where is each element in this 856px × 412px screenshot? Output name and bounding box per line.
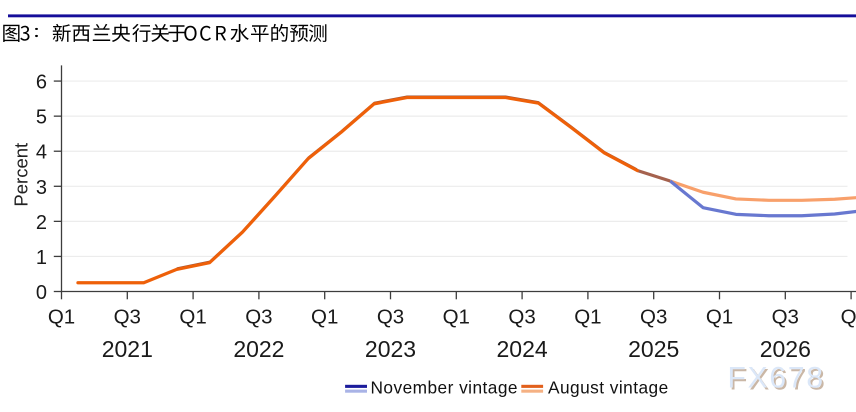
svg-text:FX678: FX678 xyxy=(728,362,825,395)
svg-text:0: 0 xyxy=(36,282,47,304)
svg-text:Q3: Q3 xyxy=(114,306,141,329)
svg-text:2022: 2022 xyxy=(233,336,284,362)
svg-text:Q3: Q3 xyxy=(377,306,404,329)
svg-text:3: 3 xyxy=(36,177,47,199)
svg-text:Percent: Percent xyxy=(11,143,32,207)
svg-text:2025: 2025 xyxy=(628,336,679,362)
svg-text:Q1: Q1 xyxy=(443,306,470,329)
svg-text:August vintage: August vintage xyxy=(548,378,669,398)
svg-text:Q3: Q3 xyxy=(245,306,272,329)
svg-text:2: 2 xyxy=(36,212,47,234)
svg-text:1: 1 xyxy=(36,247,47,269)
svg-text:Q1: Q1 xyxy=(841,306,856,329)
svg-text:2024: 2024 xyxy=(497,336,548,362)
svg-text:Q1: Q1 xyxy=(179,306,206,329)
svg-text:6: 6 xyxy=(36,72,47,94)
svg-text:4: 4 xyxy=(36,142,47,164)
svg-text:2021: 2021 xyxy=(102,336,153,362)
svg-text:Q1: Q1 xyxy=(311,306,338,329)
svg-text:Q1: Q1 xyxy=(706,306,733,329)
svg-text:FX678: FX678 xyxy=(729,364,826,397)
svg-text:November vintage: November vintage xyxy=(371,378,518,398)
svg-text:Q3: Q3 xyxy=(508,306,535,329)
svg-text:Q1: Q1 xyxy=(574,306,601,329)
svg-text:Q1: Q1 xyxy=(48,306,75,329)
svg-text:Q3: Q3 xyxy=(772,306,799,329)
svg-text:2026: 2026 xyxy=(760,336,811,362)
svg-text:2023: 2023 xyxy=(365,336,416,362)
svg-text:5: 5 xyxy=(36,107,47,129)
svg-text:Q3: Q3 xyxy=(640,306,667,329)
